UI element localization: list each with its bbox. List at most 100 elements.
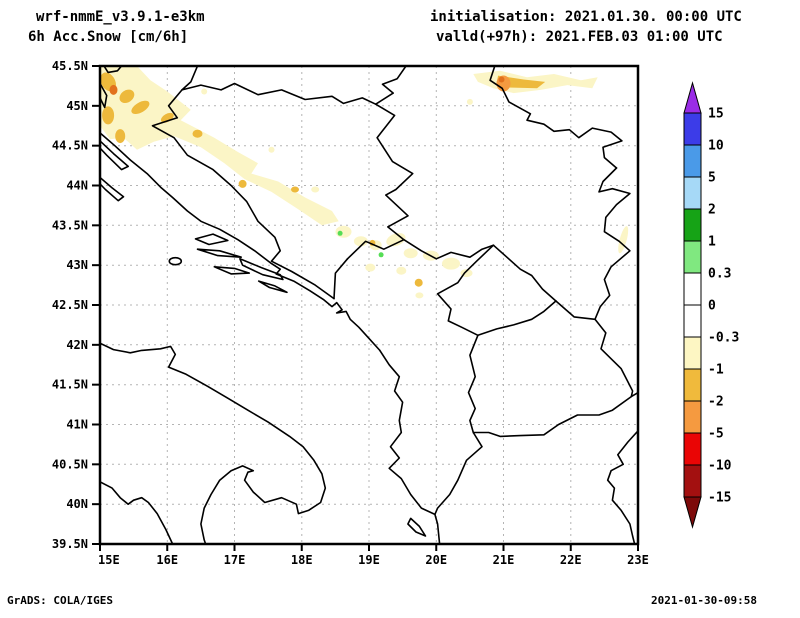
lon-tick-label: 21E (493, 553, 515, 567)
colorbar-segment (683, 208, 702, 242)
colorbar-label: -0.3 (708, 331, 739, 346)
lat-axis: 45.5N 45N 44.5N 44N 43.5N 43N 42.5N 42N 41.5N 41N… (52, 59, 100, 551)
border-serbia-macedonia (555, 300, 596, 321)
coastline-kvarner (103, 66, 123, 74)
snow-pale-patch (365, 263, 376, 272)
snow-green-dot (337, 230, 343, 236)
border-croatia-north (181, 66, 377, 105)
coastline-calabria (100, 481, 174, 544)
lat-tick-label: 42.5N (52, 298, 88, 312)
coastlines-and-borders (100, 66, 638, 544)
snow-pale-patch (403, 248, 418, 259)
snow-deep-dot (498, 76, 505, 83)
coastline-albania (379, 349, 441, 544)
lon-tick-label: 16E (156, 553, 178, 567)
colorbar-segment (683, 464, 702, 498)
snow-gold-patch (115, 129, 126, 144)
snow-gold-patch (291, 186, 299, 193)
colorbar-label: 2 (708, 203, 716, 218)
colorbar-label: 15 (708, 107, 724, 122)
snow-pale-patch (396, 266, 407, 275)
border-bosnia-west (151, 89, 335, 300)
lat-tick-label: 45.5N (52, 59, 88, 73)
map-area (98, 64, 640, 546)
island-cres (100, 82, 108, 109)
snow-pale-speck (201, 88, 208, 95)
lat-tick-label: 45N (66, 99, 88, 113)
border-kosovo-macedonia (477, 300, 557, 337)
snow-pale-speck (268, 146, 275, 153)
colorbar-label: -2 (708, 395, 724, 410)
island-corfu (407, 517, 427, 537)
lat-tick-label: 42N (66, 338, 88, 352)
border-montenegro-serbia (403, 238, 495, 260)
island-mljet (257, 280, 288, 294)
snow-deep-patch (109, 84, 118, 95)
island-korcula (213, 266, 251, 275)
island-vis (168, 256, 183, 266)
lat-tick-label: 40.5N (52, 457, 88, 471)
valid-time-label: valld(+97h): 2021.FEB.03 01:00 UTC (436, 29, 723, 45)
lon-tick-label: 20E (425, 553, 447, 567)
lon-axis: 15E 16E 17E 18E 19E 20E 21E 22E 23E (98, 544, 649, 567)
coastline-croatia-montenegro (100, 132, 381, 352)
lat-tick-label: 41N (66, 418, 88, 432)
colorbar-arrow-bottom (683, 496, 702, 529)
colorbar-segment (683, 272, 702, 306)
lon-tick-label: 19E (358, 553, 380, 567)
snow-gold-patch (102, 106, 115, 125)
colorbar-label: -15 (708, 491, 731, 506)
snow-gold-dot (414, 278, 423, 287)
lon-tick-label: 23E (627, 553, 649, 567)
border-serbia-croatia (374, 66, 407, 105)
grid-lines (100, 66, 638, 544)
init-time-label: initialisation: 2021.01.30. 00:00 UTC (430, 9, 742, 25)
border-kosovo-west (436, 244, 495, 337)
colorbar: 15 10 5 2 1 0.3 0 -0.3 -1 -2 -5 -10 -15 (683, 81, 739, 529)
lat-tick-label: 44.5N (52, 139, 88, 153)
island-dugi-otok (100, 176, 125, 202)
colorbar-label: 5 (708, 171, 716, 186)
island-hvar (196, 248, 242, 258)
snow-patches (100, 66, 629, 299)
lat-tick-label: 43.5N (52, 218, 88, 232)
snow-pale-patch (335, 225, 352, 238)
coastline-italy-adriatic (100, 342, 327, 544)
border-albania-greece (434, 431, 483, 516)
lat-tick-label: 44N (66, 179, 88, 193)
grads-credit: GrADS: COLA/IGES (7, 594, 113, 607)
snow-gold-patch (192, 129, 203, 138)
peninsula-peljesac (239, 258, 284, 281)
border-montenegro-bosnia (333, 258, 349, 300)
colorbar-segment (683, 304, 702, 338)
colorbar-segment (683, 144, 702, 178)
colorbar-arrow-top (683, 81, 702, 114)
colorbar-segment (683, 368, 702, 402)
border-serbia-bulgaria (594, 167, 631, 321)
snow-pale-patch (442, 257, 460, 270)
border-macedonia-greece (472, 395, 633, 438)
border-serbia-romania-danube (489, 66, 623, 169)
snow-pale-streak (618, 226, 629, 254)
border-kosovo-east (492, 244, 557, 302)
snow-pale-patch (415, 292, 424, 299)
lon-tick-label: 22E (560, 553, 582, 567)
colorbar-segment (683, 240, 702, 274)
colorbar-label: 0.3 (708, 267, 731, 282)
lon-tick-label: 17E (224, 553, 246, 567)
field-title: 6h Acc.Snow [cm/6h] (28, 29, 188, 45)
colorbar-segment (683, 336, 702, 370)
lon-tick-label: 18E (291, 553, 313, 567)
colorbar-segment (683, 432, 702, 466)
lat-tick-label: 39.5N (52, 537, 88, 551)
lat-tick-label: 40N (66, 497, 88, 511)
colorbar-label: 1 (708, 235, 716, 250)
lat-tick-label: 41.5N (52, 378, 88, 392)
snow-gold-patch (119, 89, 135, 104)
snow-pale-speck (311, 186, 320, 193)
colorbar-label: -10 (708, 459, 732, 474)
creation-timestamp: 2021-01-30-09:58 (651, 594, 757, 607)
colorbar-label: 0 (708, 299, 716, 314)
